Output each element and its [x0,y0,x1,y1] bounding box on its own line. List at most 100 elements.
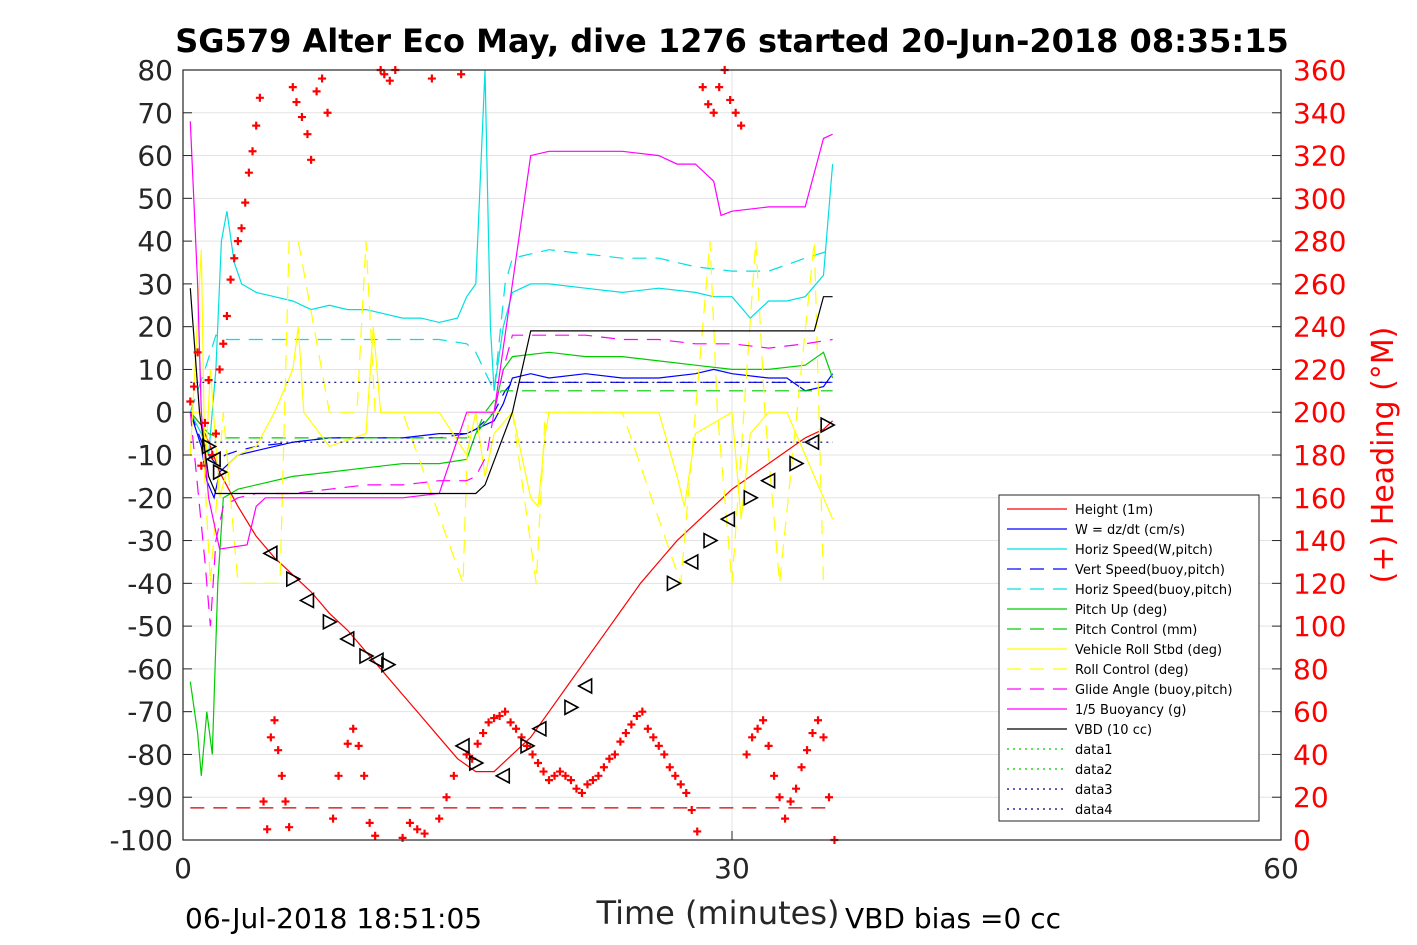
heading-point [349,724,358,733]
heading-point [775,793,784,802]
heading-point [211,429,220,438]
heading-point [550,771,559,780]
heading-point [501,707,510,716]
heading-point [277,771,286,780]
turn-marker [322,613,339,631]
x-tick-label: 60 [1263,852,1299,885]
heading-point [303,130,312,139]
heading-point [297,113,306,122]
y-tick-label: -30 [127,525,173,558]
series-layer [189,69,834,809]
y-right-tick-label: 0 [1293,824,1311,857]
heading-point [545,776,553,785]
heading-point [435,814,444,823]
legend-label: 1/5 Buoyancy (g) [1075,703,1186,718]
heading-point [737,121,746,130]
turn-marker [454,737,470,755]
y-tick-label: 40 [137,225,173,258]
heading-point [649,733,658,742]
heading-point [824,793,833,802]
heading-point [200,418,209,427]
heading-point [413,825,422,834]
legend-label: VBD (10 cc) [1075,723,1152,738]
heading-point [709,108,718,117]
heading-point [577,788,586,797]
heading-point [473,739,482,748]
heading-point [281,797,290,806]
heading-point [698,83,707,92]
turn-marker [703,532,719,549]
heading-point [523,741,532,750]
heading-point [654,741,663,750]
heading-point [318,74,327,83]
y-tick-label: 50 [137,182,173,215]
heading-point [814,716,823,725]
y-right-tick-label: 360 [1293,54,1346,87]
y-right-tick-label: 80 [1293,653,1329,686]
turn-marker [201,438,218,455]
turn-marker [531,720,547,738]
heading-point [726,95,735,104]
heading-point [405,818,414,827]
legend-label: Roll Control (deg) [1075,663,1189,678]
y-tick-label: 70 [137,97,173,130]
heading-point [371,831,380,840]
heading-point [334,771,343,780]
heading-point [479,729,488,738]
legend-label: data1 [1075,743,1113,758]
y-tick-label: -90 [127,781,173,814]
heading-point [263,825,272,834]
legend-label: Pitch Control (mm) [1075,623,1197,638]
turn-marker [820,416,836,434]
turn-marker [205,450,221,468]
turn-marker [298,592,315,609]
y-tick-label: -80 [127,738,173,771]
heading-point [555,767,564,776]
y-right-tick-label: 160 [1293,482,1346,515]
heading-point [385,76,394,85]
heading-point [274,746,283,755]
chart-title: SG579 Alter Eco May, dive 1276 started 2… [175,22,1288,60]
y-right-tick-label: 20 [1293,781,1329,814]
heading-point [693,827,702,836]
heading-point [323,108,332,117]
heading-point [329,814,338,823]
legend-label: Pitch Up (deg) [1075,603,1167,618]
heading-point [259,797,268,806]
heading-point [420,829,429,838]
turn-marker [286,570,302,588]
x-tick-label: 30 [714,852,750,885]
heading-point [241,198,250,207]
heading-point [786,797,795,806]
heading-point [285,823,294,832]
y-right-tick-label: 300 [1293,182,1346,215]
heading-point [534,759,543,767]
legend-label: Glide Angle (buoy,pitch) [1075,683,1233,698]
heading-point [292,98,301,107]
heading-point [748,733,757,742]
heading-point [248,147,257,156]
x-tick-label: 0 [174,852,192,885]
footer-timestamp: 06-Jul-2018 18:51:05 [185,902,482,935]
y-tick-label: -60 [127,653,173,686]
y-tick-label: -50 [127,610,173,643]
heading-point [244,168,253,177]
heading-point [742,750,751,759]
y-tick-label: -10 [127,439,173,472]
y-right-tick-label: 260 [1293,268,1346,301]
legend-label: data4 [1075,803,1113,818]
turn-marker [564,699,580,716]
turn-marker [576,677,593,695]
y-right-tick-label: 200 [1293,396,1346,429]
series-horiz-speed-buoy-pitch [189,249,833,413]
heading-point [506,718,515,727]
turn-marker [339,630,355,648]
y-right-tick-label: 40 [1293,738,1329,771]
heading-point [380,70,389,79]
heading-point [270,716,279,725]
heading-point [307,155,316,164]
heading-point [605,754,614,763]
y-right-tick-label: 60 [1293,696,1329,729]
series-glide-angle-buoy-pitch [189,334,833,627]
